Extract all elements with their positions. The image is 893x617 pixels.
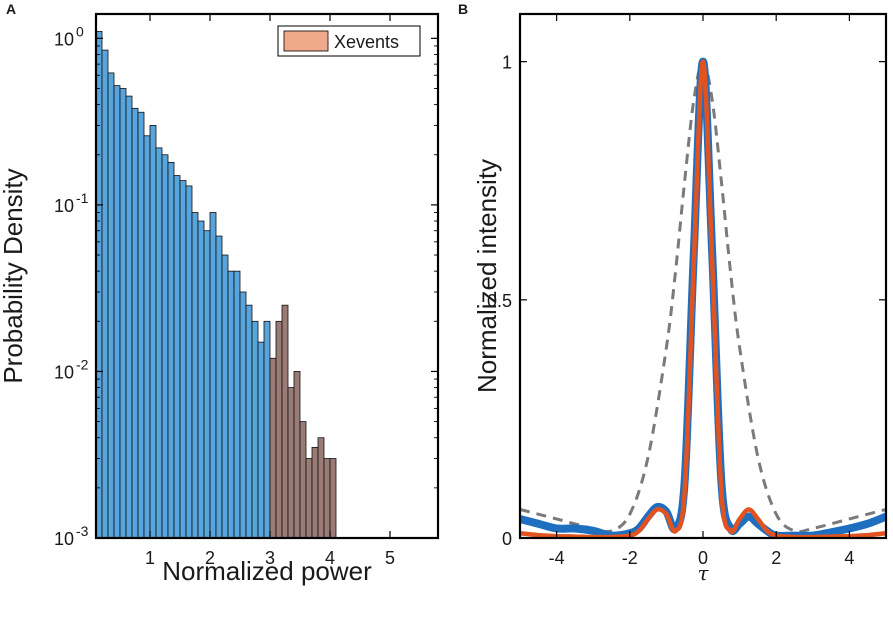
b-xtick-label-4: 4 (844, 548, 854, 568)
bar-normal-26 (251, 320, 259, 539)
bar-xevents-10 (329, 458, 337, 539)
bar-xevents-3 (287, 387, 295, 539)
a-ytick-exp-3: 0 (76, 23, 84, 39)
bar-normal-27 (257, 341, 265, 539)
bar-xevents-0 (269, 357, 277, 539)
panel-b-frame (518, 12, 888, 540)
a-xtick-label-3: 4 (325, 548, 335, 568)
bar-xevents-5 (299, 421, 307, 539)
bar-xevents-2 (281, 304, 289, 539)
bar-normal-19 (209, 212, 217, 539)
bar-normal-20 (215, 235, 223, 539)
a-ytick-label-0: 10 (54, 529, 74, 549)
bar-normal-10 (155, 147, 163, 539)
bar-xevents-4 (293, 371, 301, 539)
a-ytick-label-2: 10 (54, 196, 74, 216)
bar-normal-5 (125, 95, 133, 539)
a-ytick-label-3: 10 (54, 29, 74, 49)
bar-normal-14 (179, 180, 187, 539)
bar-normal-28 (263, 320, 271, 539)
legend-label-xevents: Xevents (334, 32, 399, 52)
series-line-orange (520, 59, 886, 538)
a-ytick-label-1: 10 (54, 362, 74, 382)
a-xtick-label-0: 1 (145, 548, 155, 568)
bar-xevents-1 (275, 320, 283, 539)
bar-normal-23 (233, 270, 241, 539)
bar-normal-9 (149, 125, 157, 539)
bar-xevents-6 (305, 458, 313, 539)
bar-normal-18 (203, 230, 211, 539)
b-ytick-label-0: 0 (502, 529, 512, 549)
bar-normal-1 (101, 49, 109, 539)
a-ytick-exp-0: -3 (76, 523, 89, 539)
bar-normal-6 (131, 107, 139, 539)
bar-normal-17 (197, 220, 205, 539)
a-xtick-label-1: 2 (205, 548, 215, 568)
a-xtick-label-2: 3 (265, 548, 275, 568)
bar-normal-4 (119, 88, 127, 539)
panel-a-xlabel: Normalized power (162, 556, 372, 586)
legend: Xevents (277, 25, 421, 57)
panel-b-plot: -4 -2 0 2 4 0 0.5 1 (487, 14, 886, 568)
b-ytick-label-2: 1 (502, 53, 512, 73)
legend-swatch-xevents (283, 30, 329, 52)
bar-normal-7 (137, 111, 145, 539)
bar-normal-21 (221, 254, 229, 539)
panel-b-xlabel: τ (697, 561, 709, 585)
bar-normal-24 (239, 291, 247, 539)
bar-normal-16 (191, 212, 199, 539)
b-ytick-label-1: 0.5 (487, 291, 512, 311)
panel-b-label: B (458, 1, 468, 17)
bar-normal-12 (167, 161, 175, 539)
panel-b-ylabel: Normalized intensity (472, 159, 502, 393)
bar-normal-2 (107, 72, 115, 539)
bar-normal-13 (173, 175, 181, 539)
b-xtick-label-2: 0 (698, 548, 708, 568)
series-line-blue (520, 57, 886, 538)
panel-a-ylabel: Probability Density (0, 168, 28, 383)
a-ytick-exp-2: -1 (76, 190, 89, 206)
panel-a-frame (94, 12, 440, 540)
a-ytick-exp-1: -2 (76, 356, 89, 372)
bar-normal-3 (113, 85, 121, 539)
bar-xevents-7 (311, 446, 319, 539)
series-line-gaussian-fit (520, 60, 886, 534)
bar-normal-11 (161, 154, 169, 539)
bar-normal-15 (185, 185, 193, 539)
b-xtick-label-3: 2 (771, 548, 781, 568)
b-xtick-label-0: -4 (549, 548, 565, 568)
b-xtick-label-1: -2 (622, 548, 638, 568)
bar-normal-25 (245, 304, 253, 539)
bar-xevents-8 (317, 437, 325, 539)
bar-normal-22 (227, 270, 235, 539)
bar-xevents-9 (323, 458, 331, 539)
bar-normal-8 (143, 135, 151, 539)
panel-a-label: A (6, 1, 16, 17)
a-xtick-label-4: 5 (385, 548, 395, 568)
